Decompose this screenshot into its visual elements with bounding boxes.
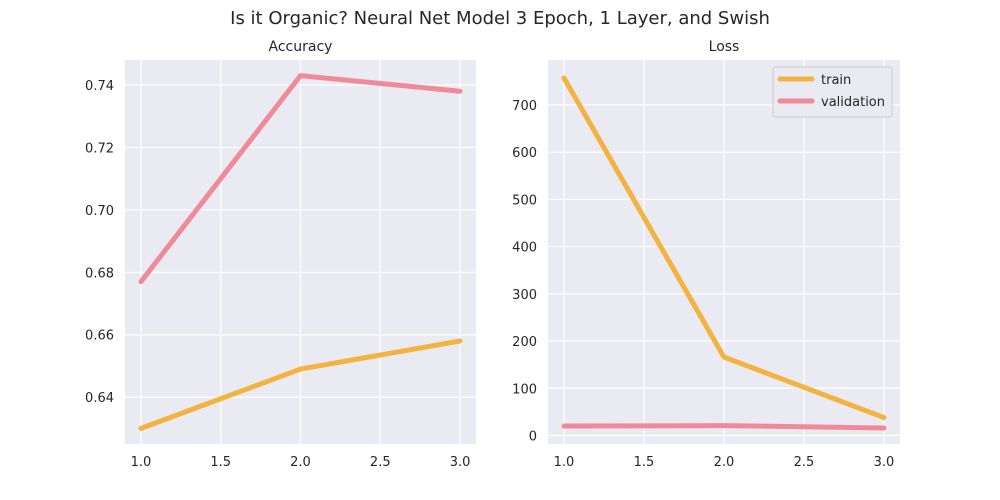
accuracy-y-tick-label: 0.64 [85, 391, 114, 406]
accuracy-chart: 1.0 1.5 2.0 2.5 3.00.640.660.680.700.720.74 … [85, 39, 476, 470]
loss-x-tick-label: 2.0 [714, 455, 735, 470]
legend: train validation [772, 66, 893, 118]
figure-suptitle: Is it Organic? Neural Net Model 3 Epoch,… [230, 8, 770, 29]
loss-y-tick-label: 200 [512, 335, 537, 350]
accuracy-x-tick-label: 2.5 [370, 455, 391, 470]
accuracy-y-tick-label: 0.74 [85, 79, 114, 94]
loss-y-tick-label: 300 [512, 288, 537, 303]
accuracy-y-tick-label: 0.68 [85, 266, 114, 281]
accuracy-y-tick-label: 0.72 [85, 141, 114, 156]
loss-y-tick-label: 0 [529, 429, 537, 444]
loss-x-tick-label: 1.0 [554, 455, 575, 470]
loss-train-line [561, 75, 887, 421]
accuracy-y-tick-label: 0.66 [85, 329, 114, 344]
accuracy-x-tick-label: 2.0 [290, 455, 311, 470]
loss-series [561, 75, 887, 431]
loss-y-tick-label: 400 [512, 241, 537, 256]
legend-validation-label: validation [821, 95, 885, 110]
loss-chart-title: Loss [709, 39, 740, 55]
loss-grid [548, 60, 900, 444]
loss-x-tick-label: 2.5 [794, 455, 815, 470]
accuracy-x-tick-label: 3.0 [450, 455, 471, 470]
accuracy-train-line [138, 338, 463, 431]
accuracy-chart-title: Accuracy [269, 39, 333, 55]
loss-validation-line [561, 423, 887, 431]
legend-train-label: train [821, 73, 851, 88]
loss-x-tick-label: 3.0 [874, 455, 895, 470]
accuracy-x-tick-label: 1.0 [131, 455, 152, 470]
loss-ticks: 1.0 1.5 2.0 2.5 3.0 0 100 200 300 400 500 600 700 [512, 99, 894, 470]
accuracy-y-tick-label: 0.70 [85, 204, 114, 219]
loss-y-tick-label: 600 [512, 146, 537, 161]
loss-chart: 1.0 1.5 2.0 2.5 3.0 0 100 200 300 400 500 600 700 Lo… [512, 39, 900, 470]
accuracy-ticks: 1.0 1.5 2.0 2.5 3.0 0.64 0.66 0.68 0.70 0.72 0.74 [85, 79, 470, 470]
loss-x-tick-label: 1.5 [634, 455, 655, 470]
accuracy-validation-line [138, 73, 463, 285]
loss-y-tick-label: 500 [512, 193, 537, 208]
accuracy-series [138, 73, 463, 431]
accuracy-x-tick-label: 1.5 [210, 455, 231, 470]
loss-y-tick-label: 100 [512, 382, 537, 397]
loss-y-tick-label: 700 [512, 99, 537, 114]
